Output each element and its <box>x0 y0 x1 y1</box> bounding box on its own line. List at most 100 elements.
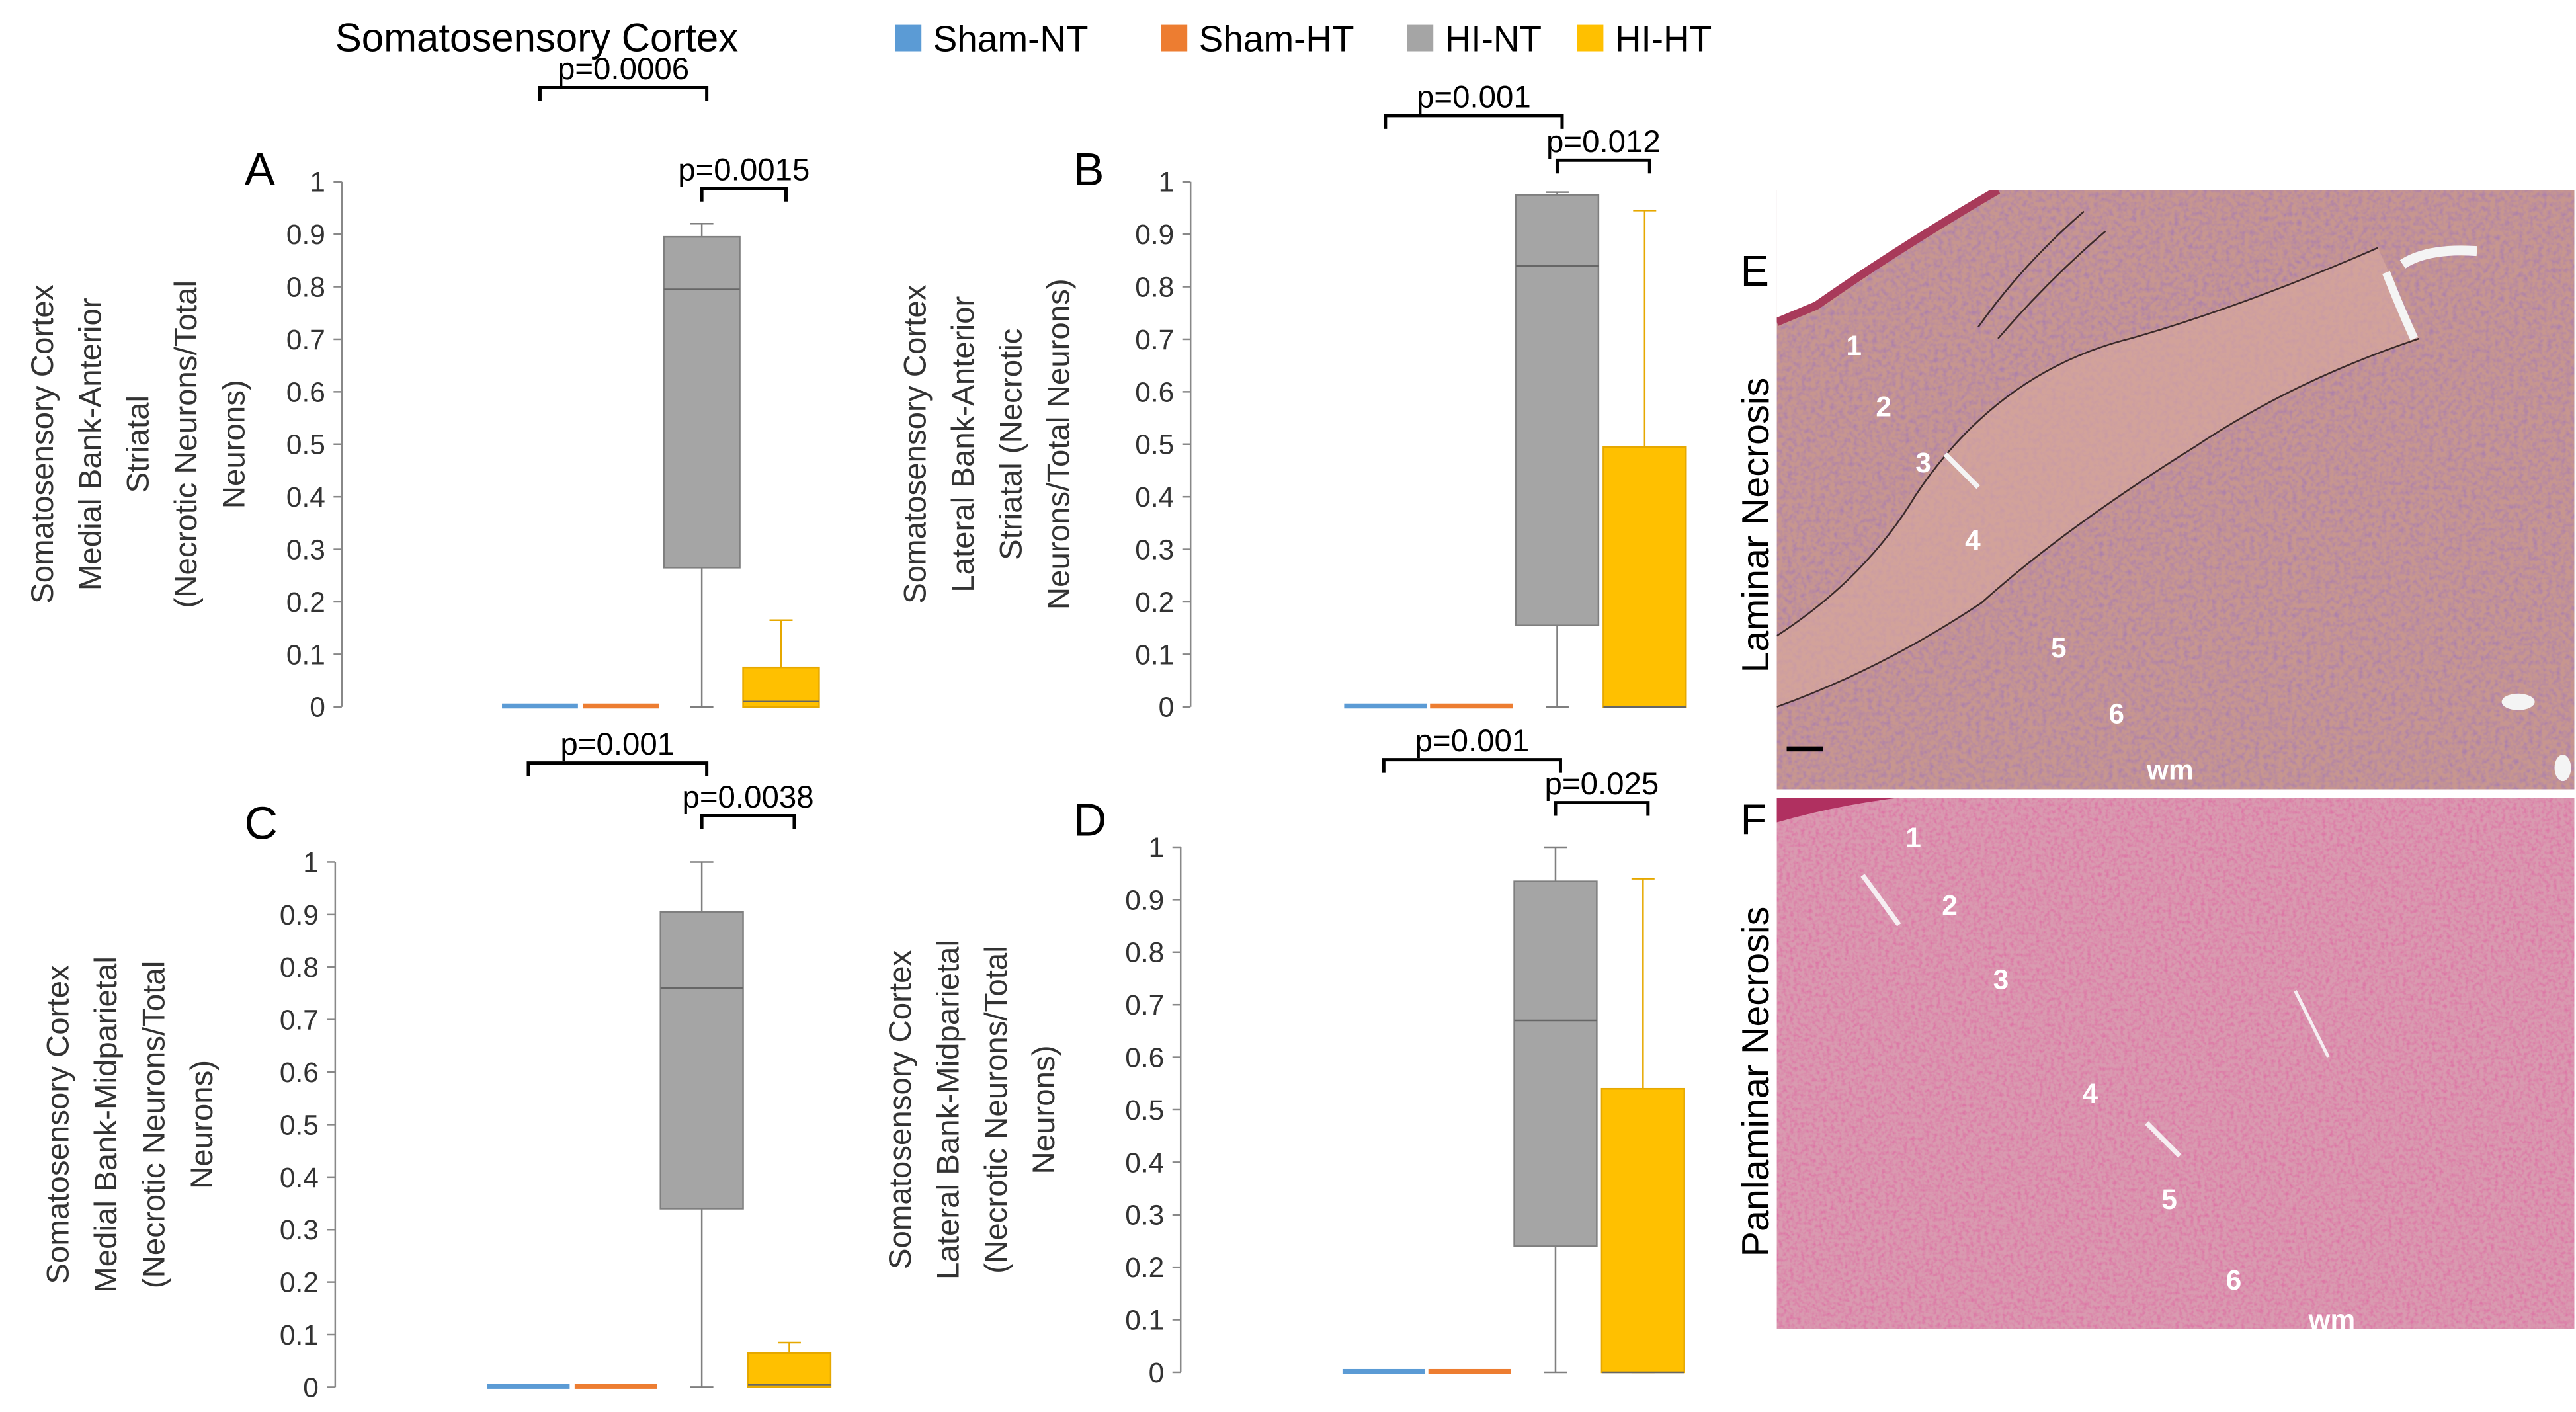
legend: Sham-NT Sham-HT HI-NT HI-HT <box>895 19 1712 60</box>
y-tick-label: 0.6 <box>1125 1042 1164 1073</box>
y-tick-label: 0.6 <box>280 1057 319 1088</box>
p-value-label: p=0.0006 <box>558 52 689 87</box>
legend-label: HI-HT <box>1615 19 1712 60</box>
p-value-bracket: p=0.001 <box>1384 79 1564 129</box>
y-tick-label: 1 <box>310 167 325 198</box>
y-tick-label: 0 <box>310 692 325 723</box>
legend-swatch-sham-nt <box>895 24 922 52</box>
box-flat <box>1344 703 1427 709</box>
y-axis-title: Somatosensory Cortex Lateral Bank-Midpari… <box>883 940 1061 1280</box>
layer-label: 2 <box>1876 391 1891 422</box>
micrograph-e-image <box>1776 190 2575 790</box>
box-hi-ht <box>742 619 820 708</box>
y-tick-label: 0.1 <box>1135 639 1174 670</box>
box-sham-ht <box>574 1384 657 1389</box>
panel-letter: C <box>245 797 278 849</box>
y-axis-title: Somatosensory Cortex Medial Bank-Anterior… <box>25 280 252 608</box>
y-axis-title-line: Neurons) <box>217 380 252 509</box>
y-tick-label: 0.5 <box>280 1109 319 1140</box>
y-tick-label: 0.3 <box>1125 1200 1164 1231</box>
y-axis-title-line: Medial Bank-Anterior <box>73 298 108 591</box>
y-tick-label: 0.7 <box>1125 989 1164 1020</box>
y-axis-title-line: Lateral Bank-Midparietal <box>931 940 966 1280</box>
y-tick-label: 0.9 <box>286 219 325 250</box>
box-flat <box>1430 703 1513 709</box>
micrograph-f: F Panlaminar Necrosis 1 2 3 4 5 6 wm <box>1735 795 2575 1335</box>
y-tick-label: 0.8 <box>286 272 325 303</box>
box-iqr <box>659 911 744 1210</box>
legend-item: HI-NT <box>1407 19 1542 60</box>
box-hi-nt <box>663 223 741 708</box>
y-tick-label: 1 <box>1159 167 1175 198</box>
layer-label: 2 <box>1942 890 1958 921</box>
chart-panel-c: C 0 0.1 0.2 0.3 0.4 0.5 0.6 0.7 0.8 0.9 1 Somatosens… <box>41 727 832 1403</box>
legend-label: Sham-HT <box>1199 19 1354 60</box>
box-hi-nt <box>659 861 744 1388</box>
y-tick-label: 0.2 <box>1135 587 1174 618</box>
bracket-line <box>1554 801 1650 816</box>
y-tick-label: 0.7 <box>1135 324 1174 355</box>
box-sham-nt <box>502 703 578 709</box>
panel-letter: B <box>1073 144 1104 195</box>
y-tick-label: 0.2 <box>280 1267 319 1298</box>
y-tick-label: 0.7 <box>286 324 325 355</box>
micrograph-e: E Laminar Necrosis 1 2 3 4 <box>1735 190 2575 790</box>
bracket-line <box>700 814 796 829</box>
box-iqr <box>663 235 741 569</box>
y-tick-label: 0 <box>1149 1357 1165 1388</box>
layer-label: 4 <box>2082 1078 2098 1109</box>
y-tick-label: 0.4 <box>1135 481 1174 513</box>
layer-label: 5 <box>2051 632 2067 663</box>
y-tick-label: 0.1 <box>280 1319 319 1350</box>
y-tick-label: 0 <box>1159 692 1175 723</box>
box-flat <box>574 1384 657 1389</box>
bracket-line <box>538 85 709 101</box>
box-iqr <box>1600 1087 1685 1374</box>
layer-label: 3 <box>1993 964 2009 995</box>
box-sham-ht <box>1428 1368 1511 1374</box>
y-axis-title-line: Striatal (Necrotic <box>993 329 1028 560</box>
legend-item: Sham-HT <box>1161 19 1354 60</box>
box-flat <box>1428 1368 1511 1374</box>
p-value-bracket: p=0.025 <box>1545 767 1659 816</box>
box-flat <box>487 1384 570 1389</box>
legend-label: HI-NT <box>1445 19 1542 60</box>
y-tick-label: 0.9 <box>280 899 319 931</box>
y-axis-title-line: (Necrotic Neurons/Total <box>169 280 204 608</box>
p-value-bracket: p=0.001 <box>1382 724 1562 773</box>
micrograph-e-side-label: Laminar Necrosis <box>1735 378 1777 673</box>
p-value-bracket: p=0.012 <box>1546 124 1661 174</box>
box-hi-nt <box>1515 191 1600 708</box>
bracket-line <box>700 187 788 202</box>
box-sham-nt <box>1344 703 1427 709</box>
box-hi-nt <box>1513 846 1598 1374</box>
box-hi-ht <box>1600 878 1685 1374</box>
y-tick-label: 0.2 <box>1125 1252 1164 1283</box>
p-value-label: p=0.001 <box>1417 79 1531 114</box>
y-axis-title-line: Somatosensory Cortex <box>897 284 933 604</box>
y-tick-label: 0.2 <box>286 587 325 618</box>
bracket-line <box>1555 158 1651 174</box>
y-tick-label: 0.6 <box>1135 376 1174 407</box>
y-axis-title-line: Medial Bank-Midparietal <box>89 956 124 1293</box>
box-iqr <box>742 666 820 708</box>
panel-letter-f: F <box>1741 795 1767 843</box>
y-tick-label: 0.9 <box>1125 884 1164 915</box>
chart-panel-d: D 0 0.1 0.2 0.3 0.4 0.5 0.6 0.7 0.8 0.9 1 Somatosens… <box>883 724 1685 1388</box>
y-axis-title: Somatosensory Cortex Lateral Bank-Anterio… <box>897 278 1076 610</box>
box-iqr <box>1602 446 1687 708</box>
y-tick-label: 0.3 <box>280 1214 319 1245</box>
y-tick-label: 0.4 <box>1125 1147 1164 1178</box>
bracket-line <box>526 761 709 776</box>
panel-letter: D <box>1073 794 1106 845</box>
p-value-label: p=0.001 <box>1415 724 1530 759</box>
box-flat <box>502 703 578 709</box>
legend-item: HI-HT <box>1577 19 1712 60</box>
bracket-line <box>1382 758 1562 773</box>
y-tick-label: 0.8 <box>1135 272 1174 303</box>
p-value-bracket: p=0.0015 <box>678 152 810 202</box>
bracket-line <box>1384 114 1564 129</box>
box-iqr <box>1515 194 1600 626</box>
y-tick-label: 0.5 <box>1135 429 1174 460</box>
p-value-label: p=0.025 <box>1545 767 1659 802</box>
